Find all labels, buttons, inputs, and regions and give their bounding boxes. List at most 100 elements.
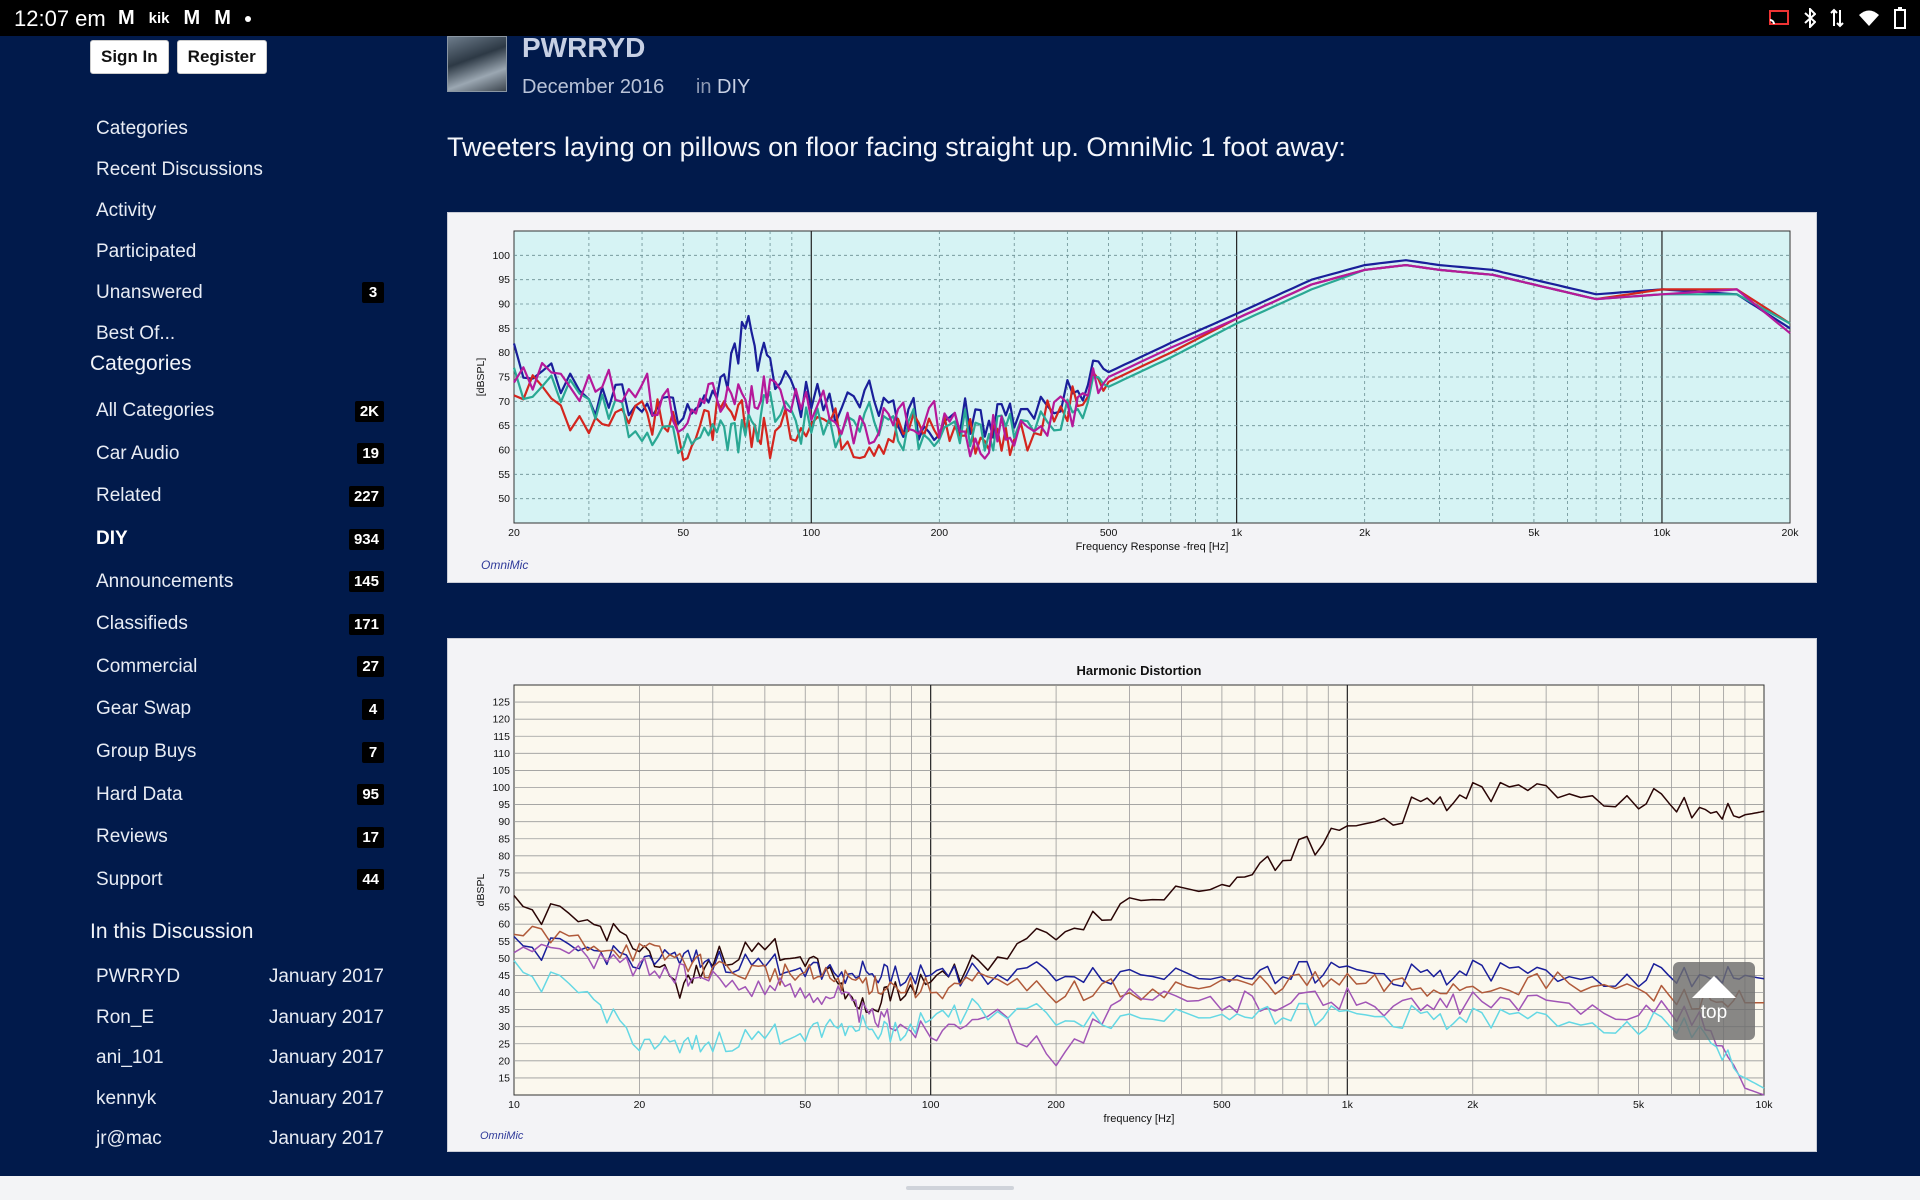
notification-icons: M kik M M xyxy=(118,7,251,30)
arrow-up-icon xyxy=(1692,976,1736,998)
kik-icon: kik xyxy=(148,10,170,27)
category-item[interactable]: Commercial 27 xyxy=(96,646,384,689)
x-tick-label: 50 xyxy=(799,1099,811,1111)
participant-name: ani_101 xyxy=(96,1047,164,1069)
y-tick-label: 95 xyxy=(498,799,510,811)
count-badge: 4 xyxy=(362,698,384,720)
y-axis-label: [dBSPL] xyxy=(475,358,487,397)
frequency-response-chart: 50 55 60 65 70 75 80 85 90 95 100 20 50 100 200 500 1k 2k… xyxy=(447,212,1817,583)
x-tick-label: 20 xyxy=(508,527,520,539)
register-button[interactable]: Register xyxy=(176,40,267,74)
nav-item[interactable]: Participated xyxy=(96,231,384,272)
y-tick-label: 110 xyxy=(493,748,510,760)
participant-name: Ron_E xyxy=(96,1006,155,1028)
home-gesture-bar[interactable] xyxy=(906,1186,1014,1190)
category-label: Gear Swap xyxy=(96,698,192,720)
gmail-icon: M xyxy=(183,7,201,29)
y-tick-label: 15 xyxy=(498,1072,510,1084)
post-date: December 2016 xyxy=(522,76,665,98)
participant-row[interactable]: ani_101 January 2017 xyxy=(96,1038,384,1079)
x-tick-label: 5k xyxy=(1528,527,1540,539)
post-category-link[interactable]: DIY xyxy=(717,76,751,98)
category-item[interactable]: Announcements 145 xyxy=(96,560,384,603)
count-badge: 227 xyxy=(348,485,384,507)
category-label: Reviews xyxy=(96,826,168,848)
y-tick-label: 60 xyxy=(498,445,510,457)
auth-buttons: Sign In Register xyxy=(90,40,267,74)
category-label: Group Buys xyxy=(96,741,197,763)
x-tick-label: 200 xyxy=(931,527,949,539)
y-tick-label: 95 xyxy=(498,274,510,286)
participant-row[interactable]: PWRRYD January 2017 xyxy=(96,957,384,998)
author-avatar[interactable] xyxy=(447,36,507,92)
y-tick-label: 75 xyxy=(498,867,510,879)
participant-row[interactable]: Ron_E January 2017 xyxy=(96,998,384,1039)
participant-date: January 2017 xyxy=(268,1128,384,1150)
cast-icon xyxy=(1769,10,1789,25)
y-tick-label: 70 xyxy=(498,396,510,408)
series-line-blue xyxy=(512,259,1791,442)
y-tick-label: 20 xyxy=(498,1055,510,1067)
x-tick-label: 10k xyxy=(1756,1099,1774,1111)
wifi-icon xyxy=(1859,10,1879,26)
status-bar: 12:07 em M kik M M xyxy=(0,0,1920,36)
participant-name: kennyk xyxy=(96,1087,157,1109)
in-label: in xyxy=(695,76,712,98)
series-line-brown xyxy=(513,925,1764,1010)
category-item[interactable]: Classifieds 171 xyxy=(96,603,384,646)
nav-item-label: Categories xyxy=(96,117,188,139)
post-body-text: Tweeters laying on pillows on floor faci… xyxy=(447,132,1346,162)
count-badge: 19 xyxy=(357,443,384,465)
category-list: All Categories 2K Car Audio 19 Related 227 DIY… xyxy=(96,390,384,901)
category-item[interactable]: Support 44 xyxy=(96,859,384,902)
nav-item[interactable]: Categories xyxy=(96,108,384,149)
nav-item[interactable]: Best Of... xyxy=(96,313,384,354)
count-badge: 145 xyxy=(348,571,384,593)
y-tick-label: 45 xyxy=(498,970,510,982)
x-tick-label: 100 xyxy=(922,1099,940,1111)
gmail-icon: M xyxy=(118,7,135,29)
count-badge: 7 xyxy=(362,741,384,763)
back-to-top-label: top xyxy=(1700,1002,1728,1023)
y-tick-label: 125 xyxy=(492,697,510,709)
y-tick-label: 65 xyxy=(498,420,510,432)
back-to-top-button[interactable]: top xyxy=(1673,962,1755,1040)
category-item[interactable]: Gear Swap 4 xyxy=(96,688,384,731)
y-tick-label: 55 xyxy=(498,936,510,948)
nav-item[interactable]: Unanswered 3 xyxy=(96,272,384,313)
participant-date: January 2017 xyxy=(268,1087,384,1109)
nav-item-label: Best Of... xyxy=(96,322,176,344)
category-item[interactable]: Group Buys 7 xyxy=(96,731,384,774)
dot-icon xyxy=(244,15,251,22)
author-name[interactable]: PWRRYD xyxy=(522,32,646,63)
count-badge: 2K xyxy=(354,400,384,422)
category-item[interactable]: Related 227 xyxy=(96,475,384,518)
x-tick-label: 200 xyxy=(1047,1099,1065,1111)
signal-icon xyxy=(1830,8,1844,28)
category-item[interactable]: All Categories 2K xyxy=(96,390,384,433)
x-tick-label: 1k xyxy=(1342,1099,1354,1111)
y-tick-label: 50 xyxy=(498,953,510,965)
x-tick-label: 10 xyxy=(508,1099,520,1111)
main-nav: Categories Recent Discussions Activity Part… xyxy=(96,108,384,354)
bluetooth-icon xyxy=(1804,8,1816,28)
category-item[interactable]: DIY 934 xyxy=(96,518,384,561)
participant-name: PWRRYD xyxy=(96,966,181,988)
y-tick-label: 85 xyxy=(498,833,510,845)
y-tick-label: 115 xyxy=(493,731,510,743)
nav-item[interactable]: Activity xyxy=(96,190,384,231)
category-item[interactable]: Hard Data 95 xyxy=(96,773,384,816)
category-label: Classifieds xyxy=(96,613,188,635)
category-item[interactable]: Car Audio 19 xyxy=(96,433,384,476)
participant-row[interactable]: jr@mac January 2017 xyxy=(96,1119,384,1160)
omnimic-watermark: OmniMic xyxy=(480,1130,524,1142)
participant-row[interactable]: kennyk January 2017 xyxy=(96,1079,384,1120)
y-tick-label: 105 xyxy=(492,765,510,777)
nav-item[interactable]: Recent Discussions xyxy=(96,149,384,190)
harmonic-distortion-svg: 1520253035404550556065707580859095100105… xyxy=(475,663,1774,1142)
y-tick-label: 50 xyxy=(498,493,510,505)
category-item[interactable]: Reviews 17 xyxy=(96,816,384,859)
count-badge: 44 xyxy=(357,869,384,891)
sign-in-button[interactable]: Sign In xyxy=(90,40,169,74)
count-badge: 934 xyxy=(348,528,384,550)
